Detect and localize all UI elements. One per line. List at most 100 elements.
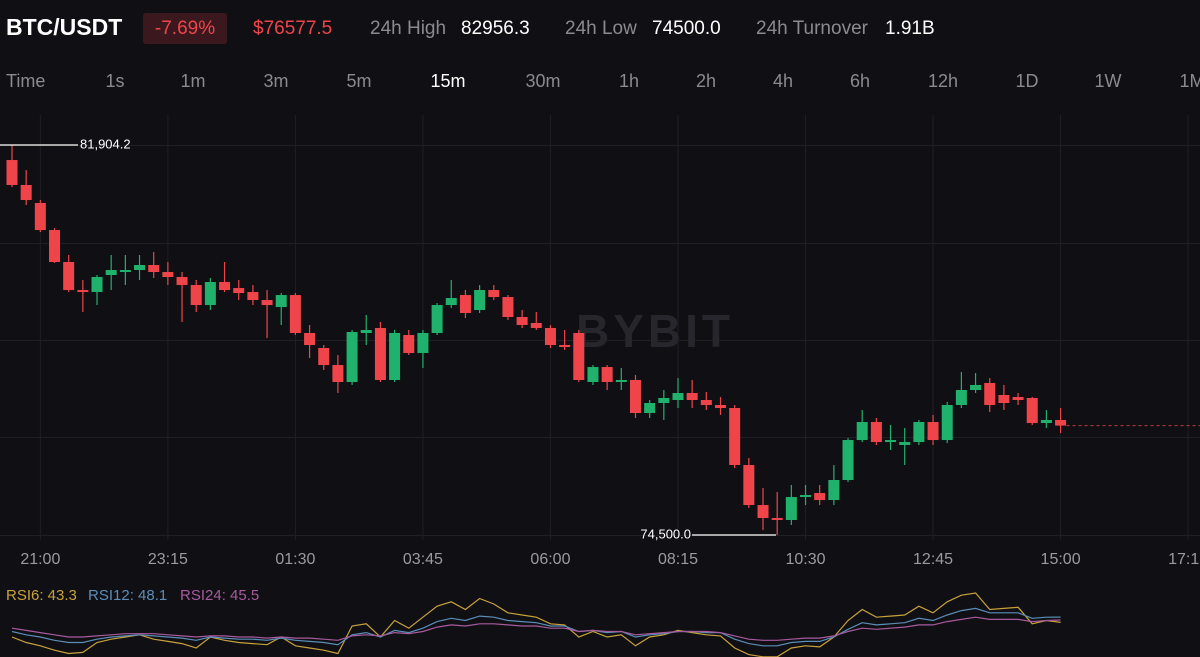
interval-tab[interactable]: Time <box>6 71 45 91</box>
interval-tab[interactable]: 6h <box>850 71 870 91</box>
x-tick-label: 10:30 <box>785 551 825 568</box>
price-change: -7.69% <box>155 18 215 39</box>
low-marker-label: 74,500.0 <box>640 526 691 541</box>
candle-body <box>530 322 542 329</box>
candle-body <box>190 285 202 306</box>
interval-tab[interactable]: 4h <box>773 71 793 91</box>
candle-body <box>686 392 698 401</box>
candle-body <box>488 290 500 298</box>
candle-body <box>984 382 996 406</box>
candle-body <box>360 330 372 334</box>
candle-body <box>49 230 61 263</box>
candle-body <box>658 397 670 404</box>
candle-body <box>34 203 46 231</box>
candle-body <box>219 282 231 291</box>
candle-body <box>1012 396 1024 401</box>
candle-body <box>828 480 840 501</box>
candle-body <box>332 365 344 382</box>
candle-body <box>431 305 443 334</box>
interval-tab[interactable]: 1m <box>180 71 205 91</box>
candle-body <box>885 440 897 443</box>
rsi-legend: RSI6: 43.3 <box>6 587 77 604</box>
stat-label: 24h Low <box>565 18 637 39</box>
interval-tab[interactable]: 30m <box>525 71 560 91</box>
candle-body <box>615 379 627 382</box>
candle-body <box>899 442 911 445</box>
candle-body <box>1026 397 1038 424</box>
candle-body <box>601 367 613 382</box>
stat-value: 74500.0 <box>652 18 721 39</box>
candle-body <box>162 272 174 278</box>
candle-body <box>629 379 641 414</box>
candle-body <box>998 394 1010 404</box>
candle-body <box>374 328 386 380</box>
candle-body <box>800 495 812 498</box>
candle-body <box>955 389 967 406</box>
high-marker-label: 81,904.2 <box>80 136 131 151</box>
candle-body <box>77 290 89 293</box>
candle-body <box>474 290 486 311</box>
interval-tab[interactable]: 1W <box>1095 71 1122 91</box>
candle-body <box>785 497 797 520</box>
candle-body <box>289 295 301 334</box>
x-tick-label: 17:15 <box>1168 551 1200 568</box>
interval-tab[interactable]: 12h <box>928 71 958 91</box>
interval-tab[interactable]: 5m <box>346 71 371 91</box>
candle-body <box>1040 420 1052 424</box>
x-tick-label: 12:45 <box>913 551 953 568</box>
candle-body <box>119 270 131 273</box>
candle-body <box>204 282 216 306</box>
stat-value: 82956.3 <box>461 18 530 39</box>
candle-body <box>544 328 556 346</box>
candle-body <box>233 288 245 294</box>
x-tick-label: 08:15 <box>658 551 698 568</box>
candle-body <box>346 332 358 382</box>
candle-body <box>247 292 259 301</box>
x-axis: 21:00 23:15 01:30 03:45 06:00 08:15 10:30 12:45… <box>20 115 1200 568</box>
interval-tab[interactable]: 1h <box>619 71 639 91</box>
candle-body <box>403 335 415 354</box>
candle-body <box>502 297 514 317</box>
candle-body <box>729 408 741 465</box>
x-tick-label: 03:45 <box>403 551 443 568</box>
interval-tab[interactable]: 1M <box>1179 71 1200 91</box>
candle-body <box>134 265 146 271</box>
candle-body <box>814 493 826 501</box>
last-price: $76577.5 <box>253 18 332 39</box>
rsi-legend: RSI24: 45.5 <box>180 587 259 604</box>
candle-body <box>459 295 471 313</box>
x-tick-label: 23:15 <box>148 551 188 568</box>
candle-body <box>445 298 457 306</box>
candle-body <box>516 316 528 325</box>
candle-body <box>20 184 32 201</box>
stat-label: 24h Turnover <box>756 18 869 39</box>
change-badge <box>143 13 227 44</box>
candle-body <box>743 464 755 506</box>
interval-tab[interactable]: 15m <box>430 71 465 91</box>
interval-tab[interactable]: 1s <box>105 71 124 91</box>
rsi-line <box>11 607 1061 647</box>
candle-body <box>870 422 882 443</box>
candle-body <box>644 403 656 414</box>
candle-body <box>757 505 769 518</box>
candle-body <box>176 277 188 286</box>
watermark: BYBIT <box>576 305 734 357</box>
x-tick-label: 01:30 <box>275 551 315 568</box>
rsi-line <box>11 592 1061 657</box>
candle-body <box>63 262 75 291</box>
interval-tab[interactable]: 2h <box>696 71 716 91</box>
grid <box>0 145 1200 536</box>
candle-body <box>941 405 953 441</box>
candle-body <box>856 422 868 441</box>
interval-tab[interactable]: 1D <box>1015 71 1038 91</box>
rsi-legend: RSI12: 48.1 <box>88 587 167 604</box>
x-tick-label: 15:00 <box>1041 551 1081 568</box>
candle-body <box>275 295 287 308</box>
candle-body <box>913 422 925 443</box>
candle-body <box>91 277 103 293</box>
candle-body <box>105 270 117 276</box>
interval-tab[interactable]: 3m <box>263 71 288 91</box>
candle-body <box>261 300 273 306</box>
